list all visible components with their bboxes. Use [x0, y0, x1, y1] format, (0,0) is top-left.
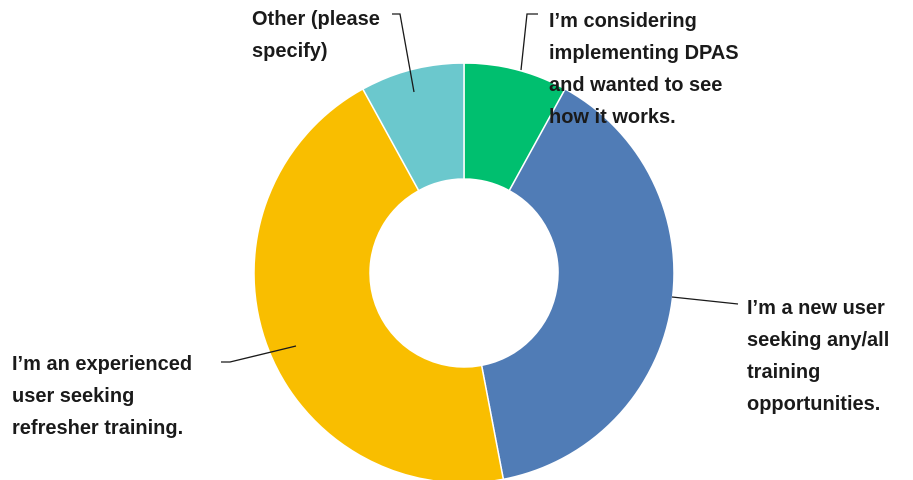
slice-label-2: I’m a new user seeking any/all training opp… [747, 297, 889, 415]
donut-slice-2 [480, 87, 675, 480]
donut-slice-3 [253, 87, 505, 480]
slice-label-3: I’m an experienced user seeking refresher … [12, 353, 192, 439]
slice-label-1: I’m considering implementing DPAS and want… [549, 10, 739, 128]
slice-label-line: how it works. [549, 106, 676, 128]
slice-label-line: seeking any/all [747, 329, 889, 351]
leader-line-2 [671, 296, 739, 305]
slice-label-line: and wanted to see [549, 74, 722, 96]
slice-label-4: Other (please specify) [252, 8, 380, 62]
leader-lines [221, 13, 739, 363]
slice-label-line: specify) [252, 40, 328, 62]
donut-slice-4 [361, 62, 465, 192]
slice-label-line: I’m considering [549, 10, 697, 32]
slice-label-line: opportunities. [747, 393, 880, 415]
slice-label-line: I’m a new user [747, 297, 885, 319]
slice-label-line: I’m an experienced [12, 353, 192, 375]
slice-label-line: implementing DPAS [549, 42, 739, 64]
leader-line-3 [221, 345, 297, 363]
leader-line-4 [392, 13, 415, 93]
slice-label-line: refresher training. [12, 417, 183, 439]
slice-label-line: training [747, 361, 820, 383]
slice-label-line: user seeking [12, 385, 134, 407]
slice-labels: I’m considering implementing DPAS and want… [12, 8, 889, 439]
donut-slices [253, 62, 675, 480]
slice-label-line: Other (please [252, 8, 380, 30]
leader-line-1 [520, 13, 538, 71]
